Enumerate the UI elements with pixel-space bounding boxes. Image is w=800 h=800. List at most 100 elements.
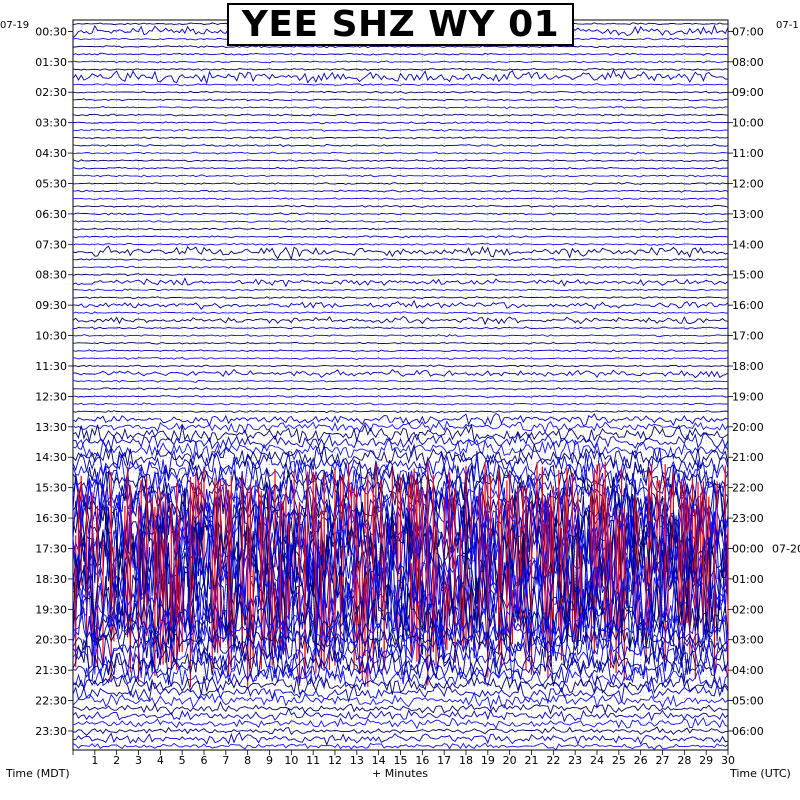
x-tick-label: 22: [546, 754, 560, 767]
right-time-label: 03:00: [732, 634, 764, 647]
seismogram-trace: [72, 420, 729, 434]
seismogram-trace: [72, 315, 729, 326]
left-time-label: 11:30: [35, 360, 67, 373]
seismogram-trace: [72, 592, 729, 661]
right-time-label: 18:00: [732, 360, 764, 373]
x-tick-label: 3: [135, 754, 142, 767]
seismogram-trace: [72, 326, 729, 330]
x-tick-label: 1: [91, 754, 98, 767]
left-time-labels: 00:30 01:30 02:30 03:30 04:30 05:30 06:30 07:30…: [35, 25, 73, 738]
seismogram-trace: [72, 288, 729, 292]
seismogram-trace: [72, 242, 729, 246]
seismogram-trace: [72, 265, 729, 269]
seismogram-trace: [72, 443, 729, 471]
seismogram-trace: [72, 121, 729, 125]
left-time-label: 14:30: [35, 451, 67, 464]
x-tick-label: 5: [179, 754, 186, 767]
seismogram-trace: [72, 402, 729, 406]
seismogram-trace: [72, 143, 729, 148]
left-time-label: 08:30: [35, 269, 67, 282]
start-date-left: 07-19: [0, 20, 30, 31]
seismogram-trace: [72, 166, 729, 170]
right-time-label: 22:00: [732, 482, 764, 495]
seismogram-trace: [72, 691, 729, 710]
y-axis-label-left: Time (MDT): [6, 767, 70, 780]
seismogram-trace: [72, 606, 729, 651]
x-tick-label: 16: [415, 754, 429, 767]
x-tick-label: 2: [113, 754, 120, 767]
left-time-label: 02:30: [35, 86, 67, 99]
left-time-label: 09:30: [35, 299, 67, 312]
x-tick-label: 14: [372, 754, 386, 767]
seismogram-trace: [72, 174, 729, 178]
right-time-label: 04:00: [732, 664, 764, 677]
x-axis-label: + Minutes: [372, 767, 429, 780]
seismogram-trace: [72, 197, 729, 201]
x-tick-label: 27: [656, 754, 670, 767]
clipped-trace-segment: [75, 561, 691, 673]
left-time-label: 19:30: [35, 603, 67, 616]
seismogram-trace: [72, 431, 729, 451]
seismogram-trace: [73, 726, 729, 736]
seismogram-trace: [72, 742, 729, 751]
left-time-label: 12:30: [35, 390, 67, 403]
chart-title-box: YEE SHZ WY 01: [227, 3, 574, 46]
x-tick-label: 18: [459, 754, 473, 767]
left-time-label: 10:30: [35, 330, 67, 343]
start-date-right: 07-1: [776, 20, 799, 31]
seismogram-trace: [72, 341, 729, 345]
left-time-label: 03:30: [35, 117, 67, 130]
seismogram-trace: [72, 113, 729, 117]
left-time-label: 16:30: [35, 512, 67, 525]
left-time-label: 01:30: [35, 56, 67, 69]
y-axis-label-right: Time (UTC): [730, 767, 791, 780]
chart-title: YEE SHZ WY 01: [241, 4, 560, 45]
seismogram-trace: [72, 68, 729, 85]
right-time-label: 05:00: [732, 695, 764, 708]
seismogram-trace: [72, 60, 729, 64]
seismogram-trace: [72, 707, 729, 723]
right-time-label: 20:00: [732, 421, 764, 434]
right-time-label: 14:00: [732, 238, 764, 251]
x-tick-label: 8: [244, 754, 251, 767]
left-time-label: 22:30: [35, 695, 67, 708]
x-tick-label: 25: [612, 754, 626, 767]
seismogram-trace: [72, 387, 729, 391]
seismogram-trace: [72, 379, 729, 383]
x-tick-label: 4: [157, 754, 164, 767]
seismogram-trace: [72, 136, 729, 140]
seismogram-trace: [72, 368, 729, 379]
seismogram-trace: [72, 681, 729, 705]
right-time-label: 12:00: [732, 177, 764, 190]
seismogram-trace: [72, 349, 729, 353]
x-tick-label: 28: [677, 754, 691, 767]
seismogram-trace: [72, 189, 729, 193]
seismogram-trace: [72, 731, 729, 746]
seismogram-trace: [72, 412, 729, 427]
left-time-label: 21:30: [35, 664, 67, 677]
seismogram-trace: [72, 423, 729, 444]
x-tick-label: 21: [525, 754, 539, 767]
x-tick-label: 11: [306, 754, 320, 767]
seismogram-trace: [72, 181, 729, 185]
seismogram-trace: [72, 212, 729, 216]
left-time-label: 18:30: [35, 573, 67, 586]
seismogram-trace: [72, 277, 729, 288]
date-change-label: 07-20: [772, 542, 800, 555]
seismogram-trace: [72, 447, 729, 486]
x-tick-label: 13: [350, 754, 364, 767]
seismogram-trace: [72, 159, 729, 163]
seismogram-trace: [72, 716, 729, 730]
seismogram-trace: [73, 45, 729, 49]
seismogram-trace: [72, 245, 729, 261]
seismogram-trace: [72, 128, 729, 132]
right-time-label: 00:00: [732, 542, 764, 555]
x-tick-label: 12: [328, 754, 342, 767]
x-tick-label: 19: [481, 754, 495, 767]
seismogram-trace: [72, 661, 729, 693]
seismogram-trace: [72, 105, 729, 110]
seismogram-trace: [73, 98, 729, 102]
right-time-label: 07:00: [732, 25, 764, 38]
right-time-label: 10:00: [732, 117, 764, 130]
